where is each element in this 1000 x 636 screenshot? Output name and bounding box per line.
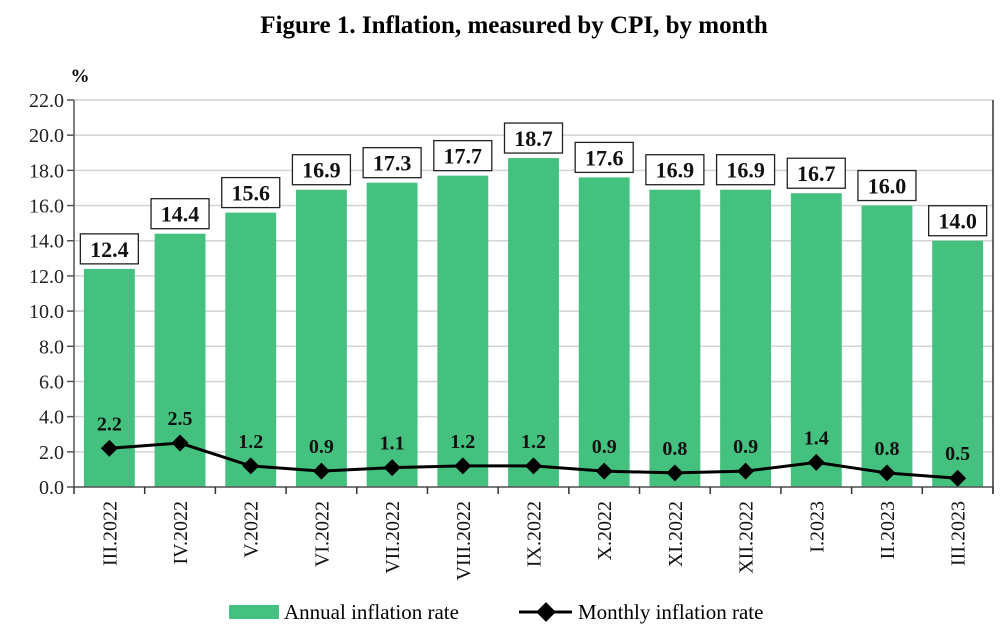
- annual-label-box: [574, 141, 634, 174]
- bar-annual-XI.2022: [649, 189, 701, 488]
- y-tick-label: 14.0: [29, 231, 64, 253]
- x-tick-label: IV.2022: [170, 501, 192, 565]
- x-tick-label: VI.2022: [311, 501, 333, 567]
- x-tick-label: VIII.2022: [453, 501, 475, 580]
- annual-label-box: [291, 154, 352, 186]
- chart-title: Figure 1. Inflation, measured by CPI, by…: [260, 12, 768, 39]
- monthly-data-label: 2.2: [97, 413, 122, 435]
- monthly-data-label: 0.9: [309, 436, 334, 458]
- annual-label-box: [786, 157, 846, 189]
- monthly-data-label: 0.9: [592, 436, 617, 458]
- y-tick-label: 12.0: [29, 266, 64, 288]
- monthly-marker: [807, 453, 825, 471]
- x-tick-label: V.2022: [241, 501, 263, 558]
- y-tick-label: 0.0: [39, 477, 64, 499]
- x-tick-label: VII.2022: [382, 501, 404, 574]
- monthly-marker: [100, 439, 118, 457]
- annual-data-label: 14.0: [938, 209, 977, 234]
- x-tick-label: XII.2022: [736, 501, 758, 574]
- annual-data-label: 16.0: [868, 174, 907, 199]
- x-tick-label: IX.2022: [524, 501, 546, 567]
- monthly-data-label: 0.8: [874, 438, 899, 460]
- annual-data-label: 16.9: [726, 158, 765, 183]
- legend-label-monthly: Monthly inflation rate: [578, 600, 763, 624]
- legend: Annual inflation rate Monthly inflation …: [229, 600, 763, 624]
- annual-label-box: [857, 169, 917, 202]
- annual-data-label: 16.9: [302, 158, 341, 183]
- bar-annual-I.2023: [790, 193, 842, 487]
- y-axis-unit: %: [71, 66, 90, 87]
- monthly-data-label: 1.2: [450, 431, 475, 453]
- monthly-marker: [525, 457, 542, 475]
- y-tick-label: 18.0: [29, 160, 64, 182]
- monthly-marker: [383, 459, 401, 477]
- x-tick-label: II.2023: [877, 501, 899, 559]
- annual-data-label: 17.7: [444, 144, 483, 169]
- x-tick-label: III.2022: [99, 501, 121, 566]
- annual-label-box: [150, 198, 210, 230]
- monthly-line: [100, 434, 967, 487]
- bar-annual-VIII.2022: [437, 175, 489, 487]
- data-labels: 2.2 2.5 1.2 0.9 1.1 1.2 1.2 0.9 0.8 0.9 1.4 0.8 0.5 1…: [79, 122, 988, 465]
- y-tick-label: 4.0: [39, 407, 64, 429]
- monthly-marker: [242, 457, 260, 475]
- y-tick-label: 20.0: [29, 125, 64, 147]
- monthly-data-label: 1.2: [521, 431, 546, 453]
- annual-label-box: [221, 176, 281, 209]
- legend-label-annual: Annual inflation rate: [284, 600, 459, 624]
- annual-label-box: [362, 147, 422, 179]
- monthly-marker: [737, 462, 755, 480]
- bar-annual-V.2022: [225, 212, 277, 487]
- monthly-marker: [171, 434, 189, 452]
- annual-label-box: [928, 205, 988, 237]
- bar-annual-VII.2022: [366, 182, 418, 487]
- y-tick-label: 2.0: [39, 442, 64, 464]
- annual-label-box: [79, 233, 139, 265]
- monthly-marker: [312, 462, 330, 480]
- bar-annual-X.2022: [578, 177, 630, 487]
- x-tick-label: III.2023: [948, 501, 970, 566]
- y-tick-label: 6.0: [39, 371, 64, 393]
- annual-label-box: [715, 154, 776, 186]
- y-tick-label: 10.0: [29, 301, 64, 323]
- annual-data-label: 12.4: [90, 237, 129, 262]
- y-tick-label: 22.0: [29, 90, 64, 112]
- monthly-data-label: 0.9: [733, 436, 758, 458]
- annual-label-box: [433, 139, 493, 172]
- monthly-data-label: 2.5: [168, 408, 193, 430]
- bar-annual-II.2023: [861, 205, 913, 487]
- monthly-marker: [595, 462, 613, 480]
- annual-data-label: 14.4: [161, 202, 200, 227]
- annual-label-box: [645, 154, 705, 186]
- monthly-data-label: 1.4: [804, 427, 829, 449]
- monthly-data-label: 1.1: [380, 433, 405, 455]
- monthly-marker: [454, 457, 472, 475]
- bar-annual-XII.2022: [720, 189, 772, 488]
- x-tick-label: X.2022: [594, 501, 616, 560]
- monthly-data-label: 0.8: [662, 438, 687, 460]
- legend-marker-monthly: [536, 602, 556, 622]
- legend-swatch-annual: [229, 605, 279, 619]
- x-tick-label: I.2023: [806, 501, 828, 553]
- monthly-marker: [878, 464, 896, 482]
- bar-annual-VI.2022: [295, 189, 347, 488]
- bar-annual-IX.2022: [508, 158, 559, 488]
- annual-data-label: 17.3: [373, 151, 412, 176]
- y-tick-label: 16.0: [29, 196, 64, 218]
- annual-data-label: 15.6: [231, 181, 270, 206]
- monthly-data-label: 1.2: [238, 431, 263, 453]
- annual-data-label: 16.7: [797, 161, 836, 186]
- annual-data-label: 16.9: [656, 158, 695, 183]
- annual-data-label: 18.7: [514, 126, 553, 151]
- x-tick-label: XI.2022: [665, 501, 687, 567]
- axes: 0.0 2.0 4.0 6.0 8.0 10.0 12.0 14.0 16.0 18.0 20.0 2…: [29, 90, 994, 580]
- bar-annual-III.2023: [932, 240, 984, 487]
- monthly-data-label: 0.5: [945, 443, 970, 465]
- monthly-marker: [666, 464, 684, 482]
- annual-data-label: 17.6: [585, 145, 624, 170]
- annual-label-box: [503, 122, 564, 154]
- monthly-marker: [949, 469, 967, 487]
- y-tick-label: 8.0: [39, 336, 64, 358]
